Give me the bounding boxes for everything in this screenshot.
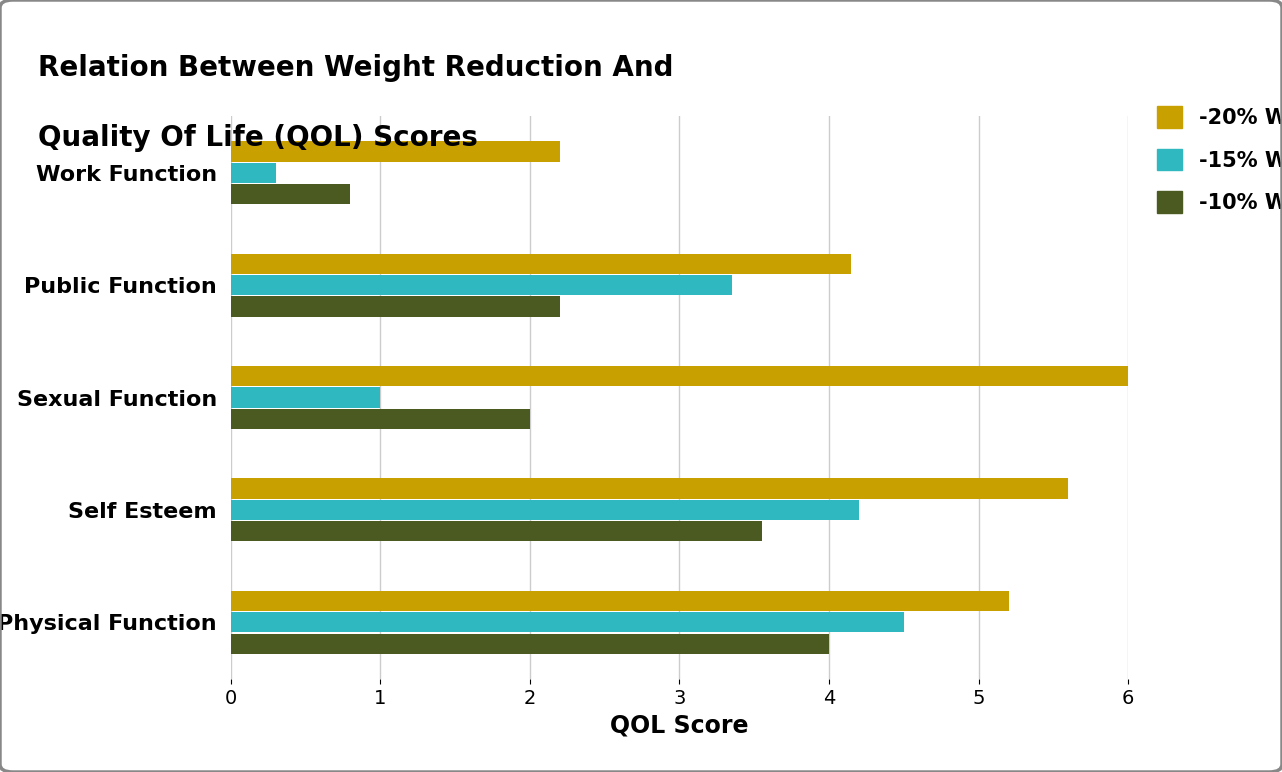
- Bar: [231, 296, 560, 317]
- Bar: [231, 499, 859, 520]
- X-axis label: QOL Score: QOL Score: [610, 713, 749, 737]
- Bar: [231, 591, 1009, 611]
- Bar: [231, 366, 1128, 386]
- Bar: [231, 479, 1068, 499]
- Legend: -20% Wt Reduction, -15% Wt Reduction, -10% Wt Reduction: -20% Wt Reduction, -15% Wt Reduction, -1…: [1149, 98, 1282, 222]
- Bar: [231, 634, 829, 654]
- Bar: [231, 163, 276, 183]
- Text: Quality Of Life (QOL) Scores: Quality Of Life (QOL) Scores: [38, 124, 478, 151]
- Bar: [231, 388, 381, 408]
- Bar: [231, 184, 350, 205]
- Bar: [231, 612, 904, 632]
- Text: Relation Between Weight Reduction And: Relation Between Weight Reduction And: [38, 54, 674, 82]
- Bar: [231, 409, 529, 429]
- Bar: [231, 521, 762, 541]
- Bar: [231, 141, 560, 161]
- Bar: [231, 275, 732, 296]
- Bar: [231, 254, 851, 274]
